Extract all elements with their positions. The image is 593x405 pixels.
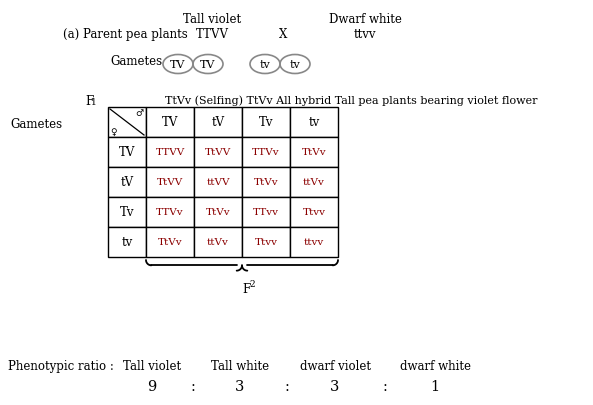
Bar xyxy=(242,168,290,198)
Bar xyxy=(242,138,290,168)
Bar xyxy=(108,138,146,168)
Text: dwarf violet: dwarf violet xyxy=(299,359,371,372)
Bar xyxy=(290,138,338,168)
Text: tv: tv xyxy=(289,60,301,70)
Bar xyxy=(108,198,146,228)
Text: tv: tv xyxy=(260,60,270,70)
Text: :: : xyxy=(190,379,196,393)
Text: TtVv: TtVv xyxy=(158,238,182,247)
Text: 9: 9 xyxy=(148,379,157,393)
Bar xyxy=(146,168,194,198)
Text: Tall white: Tall white xyxy=(211,359,269,372)
Text: 1: 1 xyxy=(431,379,439,393)
Bar xyxy=(194,138,242,168)
Bar xyxy=(108,228,146,257)
Text: Ttvv: Ttvv xyxy=(302,208,326,217)
Text: TtVV: TtVV xyxy=(157,178,183,187)
Text: Gametes: Gametes xyxy=(110,55,162,68)
Text: Tall violet: Tall violet xyxy=(183,13,241,26)
Text: TtVv: TtVv xyxy=(254,178,278,187)
Text: Gametes: Gametes xyxy=(10,118,62,131)
Bar xyxy=(146,228,194,257)
Bar xyxy=(146,198,194,228)
Text: Tv: Tv xyxy=(259,116,273,129)
Bar xyxy=(242,228,290,257)
Text: TTVv: TTVv xyxy=(252,148,280,157)
Text: tv: tv xyxy=(122,236,133,249)
Text: TtVv: TtVv xyxy=(206,208,230,217)
Bar xyxy=(194,228,242,257)
Text: 2: 2 xyxy=(249,279,254,288)
Bar xyxy=(146,138,194,168)
Text: F: F xyxy=(242,282,250,295)
Text: 3: 3 xyxy=(235,379,245,393)
Text: tV: tV xyxy=(120,176,133,189)
Text: ttvv: ttvv xyxy=(354,28,376,41)
Text: TV: TV xyxy=(170,60,186,70)
Text: TV: TV xyxy=(162,116,178,129)
Bar xyxy=(194,198,242,228)
Text: ♀: ♀ xyxy=(111,127,117,136)
Text: :: : xyxy=(382,379,387,393)
Text: 3: 3 xyxy=(330,379,340,393)
Bar xyxy=(290,198,338,228)
Text: Tv: Tv xyxy=(120,206,134,219)
Text: TtVv (Selfing) TtVv All hybrid Tall pea plants bearing violet flower: TtVv (Selfing) TtVv All hybrid Tall pea … xyxy=(165,95,537,105)
Text: Phenotypic ratio :: Phenotypic ratio : xyxy=(8,359,114,372)
Text: Ttvv: Ttvv xyxy=(254,238,278,247)
Text: Dwarf white: Dwarf white xyxy=(329,13,401,26)
Text: TTVv: TTVv xyxy=(156,208,184,217)
Text: :: : xyxy=(285,379,289,393)
Text: TtVv: TtVv xyxy=(302,148,326,157)
Text: (a) Parent pea plants: (a) Parent pea plants xyxy=(63,28,188,41)
Bar xyxy=(290,108,338,138)
Text: ttVv: ttVv xyxy=(207,238,229,247)
Text: ttVv: ttVv xyxy=(303,178,325,187)
Bar xyxy=(146,108,194,138)
Text: X: X xyxy=(279,28,287,41)
Text: tV: tV xyxy=(212,116,225,129)
Text: TTvv: TTvv xyxy=(253,208,279,217)
Text: 1: 1 xyxy=(91,98,97,107)
Bar xyxy=(290,168,338,198)
Bar xyxy=(242,108,290,138)
Text: F: F xyxy=(85,95,93,108)
Text: ♂: ♂ xyxy=(135,108,143,117)
Text: tv: tv xyxy=(308,116,320,129)
Text: TV: TV xyxy=(200,60,216,70)
Bar xyxy=(108,168,146,198)
Text: ttvv: ttvv xyxy=(304,238,324,247)
Text: Tall violet: Tall violet xyxy=(123,359,181,372)
Text: TTVV: TTVV xyxy=(155,148,184,157)
Text: ttVV: ttVV xyxy=(206,178,229,187)
Text: TV: TV xyxy=(119,146,135,159)
Text: TtVV: TtVV xyxy=(205,148,231,157)
Text: TTVV: TTVV xyxy=(196,28,228,41)
Bar xyxy=(242,198,290,228)
Bar xyxy=(194,168,242,198)
Bar xyxy=(108,108,146,138)
Text: dwarf white: dwarf white xyxy=(400,359,470,372)
Bar xyxy=(194,108,242,138)
Bar xyxy=(290,228,338,257)
